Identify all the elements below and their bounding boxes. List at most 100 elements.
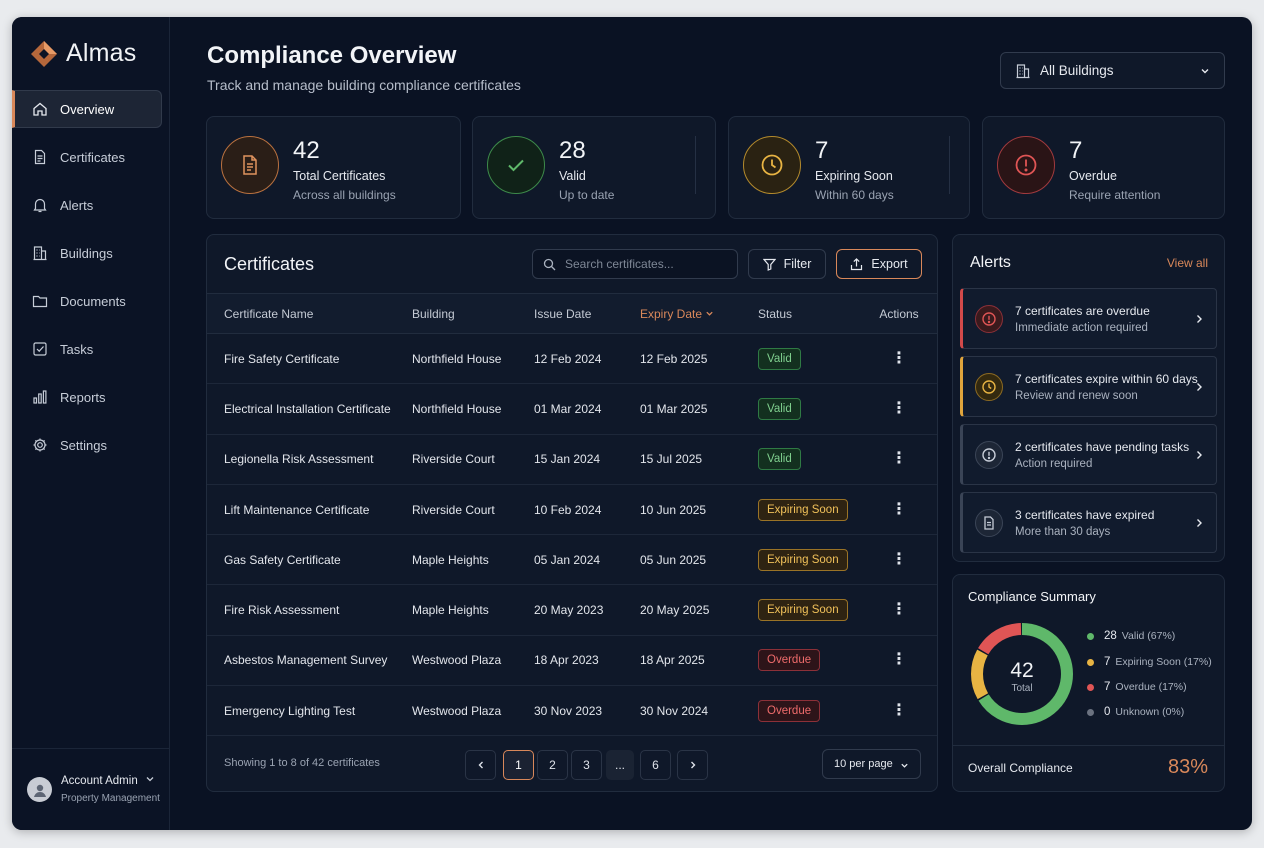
status-badge: Expiring Soon <box>758 498 848 521</box>
alert-item-expired[interactable]: 3 certificates have expired More than 30… <box>960 492 1217 553</box>
donut-slice-expiring-soon <box>971 623 1073 725</box>
table-row[interactable]: Electrical Installation Certificate Nort… <box>207 383 937 435</box>
cell-building: Westwood Plaza <box>412 685 534 737</box>
column-header-expiry-date[interactable]: Expiry Date <box>640 293 758 334</box>
cell-name: Legionella Risk Assessment <box>207 434 412 485</box>
more-actions-icon[interactable]: ⋮ <box>891 399 907 417</box>
sidebar-item-label: Reports <box>60 389 106 405</box>
column-header-issue-date[interactable]: Issue Date <box>534 293 640 334</box>
cell-building: Northfield House <box>412 383 534 435</box>
sidebar-item-certificates[interactable]: Certificates <box>12 138 162 176</box>
alert-title: 2 certificates have pending tasks <box>1015 439 1190 454</box>
cell-actions: ⋮ <box>861 484 937 536</box>
view-all-link[interactable]: View all <box>1166 256 1208 270</box>
more-actions-icon[interactable]: ⋮ <box>891 701 907 719</box>
cell-actions: ⋮ <box>861 434 937 485</box>
table-row[interactable]: Lift Maintenance Certificate Riverside C… <box>207 484 937 536</box>
building-select[interactable]: All Buildings <box>1000 52 1225 89</box>
home-icon <box>33 102 47 116</box>
bell-icon <box>33 198 47 213</box>
alerts-title: Alerts <box>970 254 1011 271</box>
column-header-name[interactable]: Certificate Name <box>207 293 412 334</box>
cell-name: Fire Risk Assessment <box>207 584 412 636</box>
sidebar-item-tasks[interactable]: Tasks <box>12 330 162 368</box>
info-icon <box>982 447 996 462</box>
cell-status: Valid <box>758 333 861 385</box>
legend-label: Overdue (17%) <box>1115 681 1187 693</box>
alert-title: 7 certificates are overdue <box>1015 303 1150 318</box>
stat-icon-ring <box>997 136 1055 194</box>
legend-item-valid: 28 Valid (67%) <box>1087 630 1175 642</box>
cell-expiry-date: 05 Jun 2025 <box>640 534 758 586</box>
pagination-page-6[interactable]: 6 <box>640 750 671 780</box>
sidebar-item-label: Tasks <box>60 341 94 357</box>
avatar <box>27 777 52 802</box>
stat-icon-ring <box>743 136 801 194</box>
stat-value: 7 <box>815 137 829 164</box>
sidebar-item-settings[interactable]: Settings <box>12 426 162 464</box>
chevron-down-icon <box>1201 69 1209 74</box>
sidebar-item-overview[interactable]: Overview <box>12 90 162 128</box>
more-actions-icon[interactable]: ⋮ <box>891 349 907 367</box>
cell-actions: ⋮ <box>861 635 937 687</box>
stat-sub: Within 60 days <box>815 188 894 202</box>
cell-name: Asbestos Management Survey <box>207 635 412 687</box>
more-actions-icon[interactable]: ⋮ <box>891 550 907 568</box>
alert-item-expiring[interactable]: 7 certificates expire within 60 days Rev… <box>960 356 1217 417</box>
check-icon <box>508 159 524 172</box>
more-actions-icon[interactable]: ⋮ <box>891 651 907 669</box>
building-icon <box>1016 63 1030 78</box>
sidebar-item-label: Documents <box>60 293 126 309</box>
sort-down-icon <box>706 311 714 316</box>
compliance-donut-chart <box>971 623 1073 725</box>
more-actions-icon[interactable]: ⋮ <box>891 601 907 619</box>
filter-button[interactable]: Filter <box>748 249 826 279</box>
stat-label: Valid <box>559 169 586 183</box>
sidebar-item-documents[interactable]: Documents <box>12 282 162 320</box>
sidebar-item-alerts[interactable]: Alerts <box>12 186 162 224</box>
table-row[interactable]: Legionella Risk Assessment Riverside Cou… <box>207 434 937 485</box>
cell-expiry-date: 01 Mar 2025 <box>640 383 758 435</box>
export-button[interactable]: Export <box>836 249 922 279</box>
legend-label: Valid (67%) <box>1121 630 1176 642</box>
table-row[interactable]: Fire Safety Certificate Northfield House… <box>207 333 937 385</box>
column-header-building[interactable]: Building <box>412 293 534 334</box>
table-row[interactable]: Fire Risk Assessment Maple Heights 20 Ma… <box>207 584 937 636</box>
status-badge: Valid <box>758 448 801 471</box>
cell-issue-date: 12 Feb 2024 <box>534 333 640 385</box>
pagination-page-1[interactable]: 1 <box>503 750 534 780</box>
alert-icon <box>982 311 996 326</box>
donut-total: 42 <box>1010 659 1034 682</box>
sidebar-item-buildings[interactable]: Buildings <box>12 234 162 272</box>
sidebar-item-reports[interactable]: Reports <box>12 378 162 416</box>
pagination-page-3[interactable]: 3 <box>571 750 602 780</box>
cell-status: Expiring Soon <box>758 484 861 536</box>
clock-icon <box>982 379 996 394</box>
stat-value: 28 <box>559 137 586 164</box>
clock-icon <box>761 154 783 176</box>
filter-label: Filter <box>783 257 812 271</box>
pagination-next-button[interactable] <box>677 750 708 780</box>
document-icon <box>243 155 257 175</box>
account-menu[interactable]: Account Admin Property Management <box>12 748 170 830</box>
column-header-label: Expiry Date <box>640 306 703 321</box>
certificates-table: Certificate Name Building Issue Date Exp… <box>207 293 937 737</box>
cell-issue-date: 18 Apr 2023 <box>534 635 640 687</box>
pagination-page-2[interactable]: 2 <box>537 750 568 780</box>
search-input[interactable]: Search certificates... <box>532 249 738 279</box>
cell-actions: ⋮ <box>861 685 937 737</box>
table-row[interactable]: Emergency Lighting Test Westwood Plaza 3… <box>207 685 937 737</box>
alert-subtitle: More than 30 days <box>1015 525 1111 538</box>
alert-item-pending-tasks[interactable]: 2 certificates have pending tasks Action… <box>960 424 1217 485</box>
alert-item-overdue[interactable]: 7 certificates are overdue Immediate act… <box>960 288 1217 349</box>
table-row[interactable]: Asbestos Management Survey Westwood Plaz… <box>207 635 937 687</box>
legend-dot <box>1087 658 1094 666</box>
table-row[interactable]: Gas Safety Certificate Maple Heights 05 … <box>207 534 937 586</box>
more-actions-icon[interactable]: ⋮ <box>891 450 907 468</box>
column-header-status[interactable]: Status <box>758 293 861 334</box>
more-actions-icon[interactable]: ⋮ <box>891 500 907 518</box>
per-page-select[interactable]: 10 per page <box>822 749 921 779</box>
status-badge: Overdue <box>758 649 821 672</box>
pagination-prev-button[interactable] <box>465 750 496 780</box>
stat-label: Expiring Soon <box>815 169 893 183</box>
